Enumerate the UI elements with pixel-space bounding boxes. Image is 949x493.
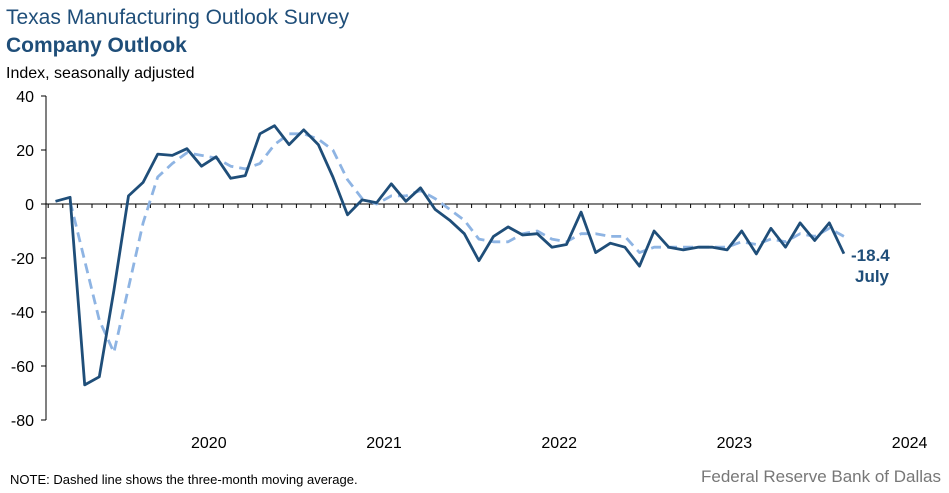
source-credit: Federal Reserve Bank of Dallas [700,467,941,486]
x-tick-label: 2023 [717,435,753,452]
y-tick-label: 0 [25,197,34,214]
chart-title: Texas Manufacturing Outlook Survey [6,6,350,29]
x-tick-label: 2021 [366,435,402,452]
index-series-layer [55,124,846,387]
chart-subtitle: Company Outlook [6,34,187,57]
y-axis-label: Index, seasonally adjusted [6,65,195,82]
last-month-label: July [855,267,890,286]
axes: 40 20 0 -20 -40 -60 -80 2020 2021 2022 2023 2024 [11,89,928,452]
y-tick-label: -60 [11,359,34,376]
y-tick-label: 40 [16,89,34,106]
moving-average-layer [68,132,845,354]
last-value-label: -18.4 [851,246,890,265]
y-tick-label: -80 [11,413,34,430]
moving-average-line [68,132,845,354]
footnote: NOTE: Dashed line shows the three-month … [10,472,358,487]
y-tick-label: 20 [16,143,34,160]
y-tick-label: -40 [11,305,34,322]
x-tick-label: 2024 [892,435,928,452]
x-tick-label: 2022 [541,435,577,452]
x-tick-label: 2020 [191,435,227,452]
y-tick-label: -20 [11,251,34,268]
company-outlook-line [55,124,846,387]
